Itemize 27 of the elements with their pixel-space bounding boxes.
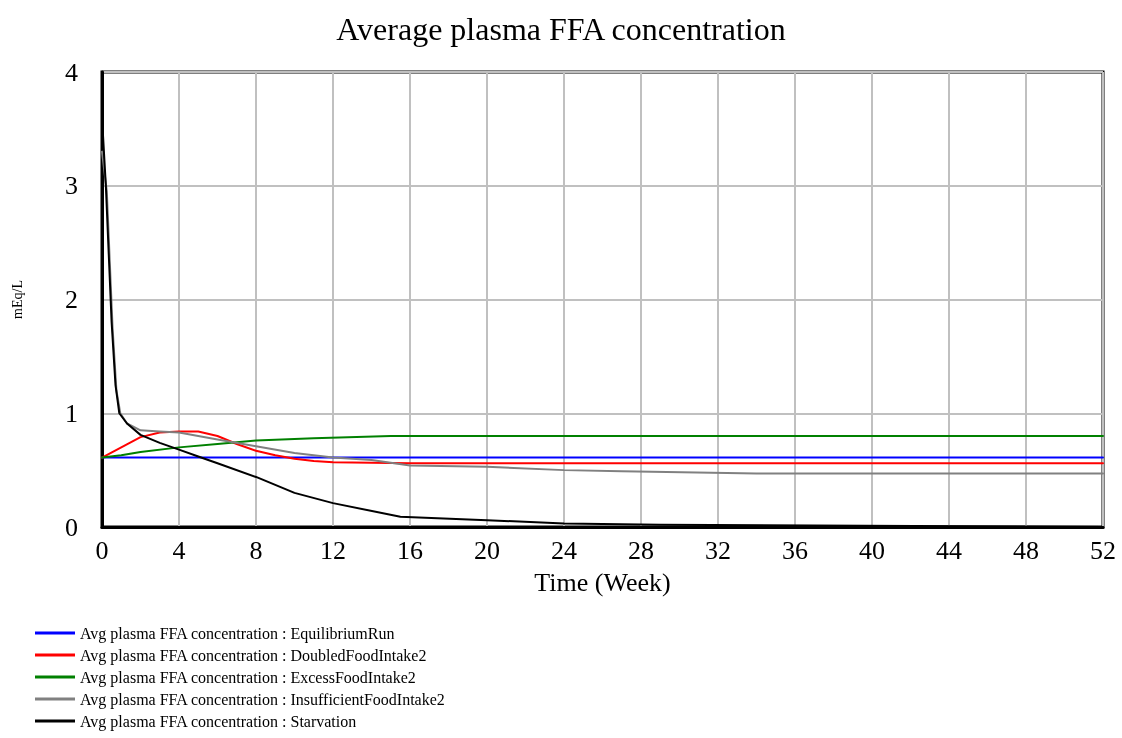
x-tick-label: 36 [782,535,808,565]
x-tick-label: 28 [628,535,654,565]
y-tick-label: 1 [65,398,78,428]
x-tick-label: 20 [474,535,500,565]
x-tick-label: 12 [320,535,346,565]
x-tick-label: 44 [936,535,962,565]
legend-label: Avg plasma FFA concentration : ExcessFoodIntake2 [80,668,416,687]
x-tick-label: 16 [397,535,423,565]
x-tick-label: 24 [551,535,577,565]
y-axis-title: mEq/L [9,280,25,319]
x-tick-label: 8 [249,535,263,565]
x-tick-label: 48 [1013,535,1039,565]
x-tick-label: 4 [172,535,186,565]
x-tick-label: 0 [95,535,109,565]
x-tick-label: 52 [1090,535,1116,565]
y-tick-label: 3 [65,171,78,201]
y-tick-label: 2 [65,285,78,314]
chart-title: Average plasma FFA concentration [336,11,786,47]
legend-label: Avg plasma FFA concentration : EquilibriumRun [80,624,395,643]
x-axis-title: Time (Week) [534,567,671,597]
legend-label: Avg plasma FFA concentration : Starvation [80,712,357,731]
x-tick-label: 32 [705,535,731,565]
y-tick-label: 4 [65,57,78,87]
x-tick-label: 40 [859,535,885,565]
legend-label: Avg plasma FFA concentration : DoubledFoodIntake2 [80,646,427,665]
y-tick-label: 0 [65,512,78,542]
legend-label: Avg plasma FFA concentration : InsufficientFoodIntake2 [80,690,445,709]
